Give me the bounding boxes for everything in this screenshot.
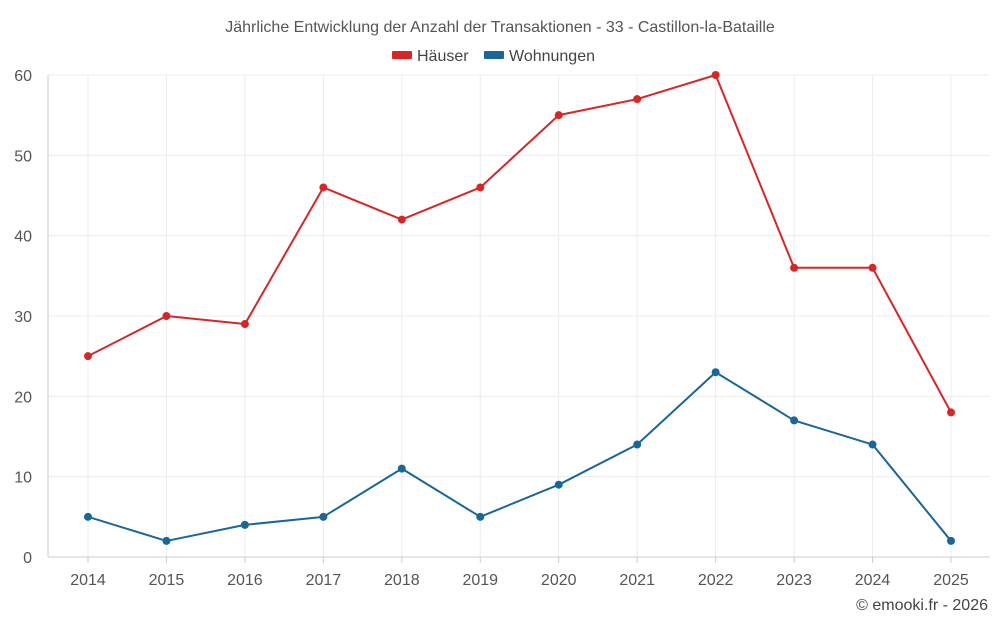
data-point-wohnungen-2019[interactable] <box>476 512 485 521</box>
legend-label-wohnungen: Wohnungen <box>509 48 595 65</box>
x-tick-label: 2015 <box>149 572 185 589</box>
gridlines <box>48 74 990 557</box>
data-point-haeuser-2018[interactable] <box>397 215 406 224</box>
legend-swatch-haeuser <box>392 51 412 59</box>
data-point-haeuser-2014[interactable] <box>84 352 92 361</box>
data-point-haeuser-2022[interactable] <box>711 71 720 79</box>
data-point-wohnungen-2020[interactable] <box>554 480 563 489</box>
y-tick-label: 10 <box>14 470 32 487</box>
x-tick-label: 2025 <box>933 572 969 589</box>
data-point-haeuser-2025[interactable] <box>947 408 955 417</box>
y-tick-label: 50 <box>14 148 32 165</box>
y-axis: 0 10 20 30 40 50 60 <box>14 68 49 567</box>
legend-item-haeuser[interactable]: Häuser <box>392 48 469 65</box>
data-point-wohnungen-2015[interactable] <box>162 536 171 545</box>
legend-swatch-wohnungen <box>484 51 504 59</box>
x-tick-label: 2019 <box>462 572 498 589</box>
x-axis: 2014 2015 2016 2017 2018 2019 2020 2021 2022 2023… <box>48 556 990 589</box>
series-line-haeuser <box>87 74 952 413</box>
y-tick-label: 20 <box>14 389 32 406</box>
data-point-wohnungen-2025[interactable] <box>947 536 955 545</box>
y-tick-label: 40 <box>14 229 32 246</box>
x-tick-label: 2020 <box>541 572 577 589</box>
y-tick-label: 30 <box>14 309 32 326</box>
series-line-wohnungen <box>87 371 952 542</box>
x-tick-label: 2024 <box>855 572 891 589</box>
y-tick-label: 60 <box>14 68 32 85</box>
data-point-wohnungen-2018[interactable] <box>397 464 406 473</box>
series-layer <box>84 71 955 545</box>
x-tick-label: 2018 <box>384 572 420 589</box>
data-point-haeuser-2023[interactable] <box>790 263 799 272</box>
data-point-haeuser-2020[interactable] <box>554 111 563 120</box>
legend-label-haeuser: Häuser <box>417 48 469 65</box>
x-tick-label: 2022 <box>698 572 734 589</box>
data-point-wohnungen-2014[interactable] <box>84 512 92 521</box>
data-point-wohnungen-2024[interactable] <box>868 440 877 449</box>
legend-item-wohnungen[interactable]: Wohnungen <box>484 48 595 65</box>
data-point-haeuser-2024[interactable] <box>868 263 877 272</box>
x-tick-label: 2021 <box>619 572 655 589</box>
data-point-haeuser-2021[interactable] <box>633 95 642 104</box>
chart-title: Jährliche Entwicklung der Anzahl der Tra… <box>225 19 775 36</box>
x-tick-label: 2023 <box>776 572 812 589</box>
x-tick-label: 2017 <box>306 572 342 589</box>
data-point-wohnungen-2023[interactable] <box>790 416 799 425</box>
data-point-haeuser-2019[interactable] <box>476 183 485 192</box>
data-point-wohnungen-2016[interactable] <box>240 520 249 529</box>
data-point-haeuser-2017[interactable] <box>319 183 328 192</box>
credit-text: © emooki.fr - 2026 <box>856 597 988 614</box>
data-point-haeuser-2016[interactable] <box>240 320 249 329</box>
data-point-wohnungen-2022[interactable] <box>711 368 720 377</box>
data-point-wohnungen-2021[interactable] <box>633 440 642 449</box>
data-point-haeuser-2015[interactable] <box>162 312 171 320</box>
y-tick-label: 0 <box>23 550 32 567</box>
x-tick-label: 2014 <box>70 572 106 589</box>
legend: Häuser Wohnungen <box>392 48 595 65</box>
x-tick-label: 2016 <box>227 572 263 589</box>
data-point-wohnungen-2017[interactable] <box>319 512 328 521</box>
